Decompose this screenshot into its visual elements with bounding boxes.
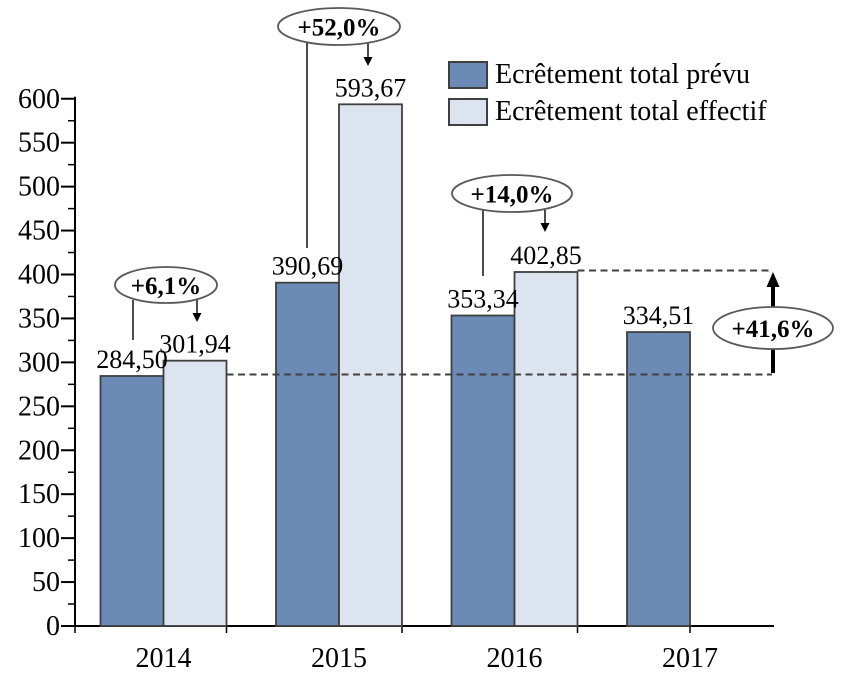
y-tick-label: 450 bbox=[18, 216, 60, 247]
legend-item-prevu: Ecrêtement total prévu bbox=[448, 61, 767, 89]
bar-prevu-2015 bbox=[275, 281, 340, 627]
y-tick-label: 250 bbox=[18, 391, 60, 422]
y-tick-label: 50 bbox=[32, 567, 60, 598]
bar-value-label: 402,85 bbox=[510, 241, 582, 270]
growth-arrowhead-up-icon bbox=[766, 272, 780, 287]
bar-value-label: 284,50 bbox=[96, 345, 168, 374]
y-tick-label: 0 bbox=[46, 611, 60, 642]
pct-oval-label: +14,0% bbox=[471, 182, 554, 209]
legend-swatch-effectif-icon bbox=[448, 98, 488, 126]
legend: Ecrêtement total prévu Ecrêtement total … bbox=[448, 61, 767, 126]
bar-effectif-2016 bbox=[513, 271, 579, 627]
y-tick-label: 350 bbox=[18, 303, 60, 334]
pct-oval-pct-2016 bbox=[451, 174, 573, 213]
y-tick-label: 550 bbox=[18, 128, 60, 159]
bar-value-label: 593,67 bbox=[335, 73, 407, 102]
bar-prevu-2014 bbox=[99, 375, 165, 627]
x-category-label: 2015 bbox=[311, 643, 367, 674]
legend-label-effectif: Ecrêtement total effectif bbox=[495, 96, 767, 127]
bar-value-label: 353,34 bbox=[447, 285, 519, 314]
x-category-label: 2017 bbox=[662, 643, 718, 674]
pct-oval-pct-2014 bbox=[114, 266, 218, 304]
bar-value-label: 301,94 bbox=[159, 330, 231, 359]
y-tick-label: 150 bbox=[18, 479, 60, 510]
bar-value-label: 390,69 bbox=[272, 252, 344, 281]
y-tick-label: 200 bbox=[18, 435, 60, 466]
y-tick-label: 600 bbox=[18, 84, 60, 115]
x-category-label: 2016 bbox=[487, 643, 543, 674]
pct-oval-label: +52,0% bbox=[298, 15, 381, 42]
pct-oval-label: +6,1% bbox=[131, 273, 202, 300]
y-tick-label: 500 bbox=[18, 172, 60, 203]
legend-item-effectif: Ecrêtement total effectif bbox=[448, 98, 767, 126]
bar-effectif-2014 bbox=[162, 359, 228, 627]
annotation-arrowhead-down-icon bbox=[540, 223, 550, 232]
pct-oval-pct-2015 bbox=[277, 7, 401, 46]
legend-label-prevu: Ecrêtement total prévu bbox=[495, 59, 750, 90]
bar-value-label: 334,51 bbox=[623, 301, 695, 330]
y-tick-label: 100 bbox=[18, 523, 60, 554]
bar-effectif-2015 bbox=[338, 103, 403, 627]
y-tick-label: 300 bbox=[18, 347, 60, 378]
bar-prevu-2016 bbox=[450, 314, 516, 627]
pct-oval-pct-total bbox=[712, 306, 834, 350]
annotation-arrowhead-down-icon bbox=[192, 313, 202, 322]
legend-swatch-prevu-icon bbox=[448, 61, 488, 89]
annotation-arrowhead-down-icon bbox=[363, 57, 373, 66]
y-tick-label: 400 bbox=[18, 260, 60, 291]
pct-oval-label: +41,6% bbox=[732, 316, 815, 343]
x-category-label: 2014 bbox=[136, 643, 192, 674]
bar-prevu-2017 bbox=[626, 331, 691, 627]
